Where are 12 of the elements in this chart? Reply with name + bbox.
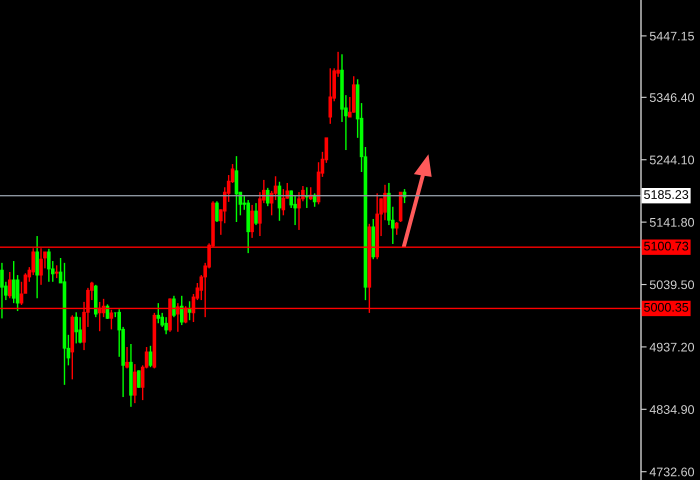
ref-line-label: 5100.73 [644,242,688,251]
y-tick-label: 4732.60 [650,468,694,476]
y-tick-label: 4937.20 [650,342,694,352]
ref-line-label: 5185.23 [644,190,688,199]
y-tick-label: 5346.40 [650,93,694,102]
y-tick-label: 4834.90 [650,405,694,414]
y-tick-label: 5244.10 [650,156,694,164]
ref-line-label: 5000.35 [644,302,688,312]
y-tick-label: 5141.80 [650,218,694,227]
candlestick [136,370,141,389]
y-tick-label: 5447.15 [650,32,694,41]
y-tick-label: 5039.50 [650,280,694,290]
